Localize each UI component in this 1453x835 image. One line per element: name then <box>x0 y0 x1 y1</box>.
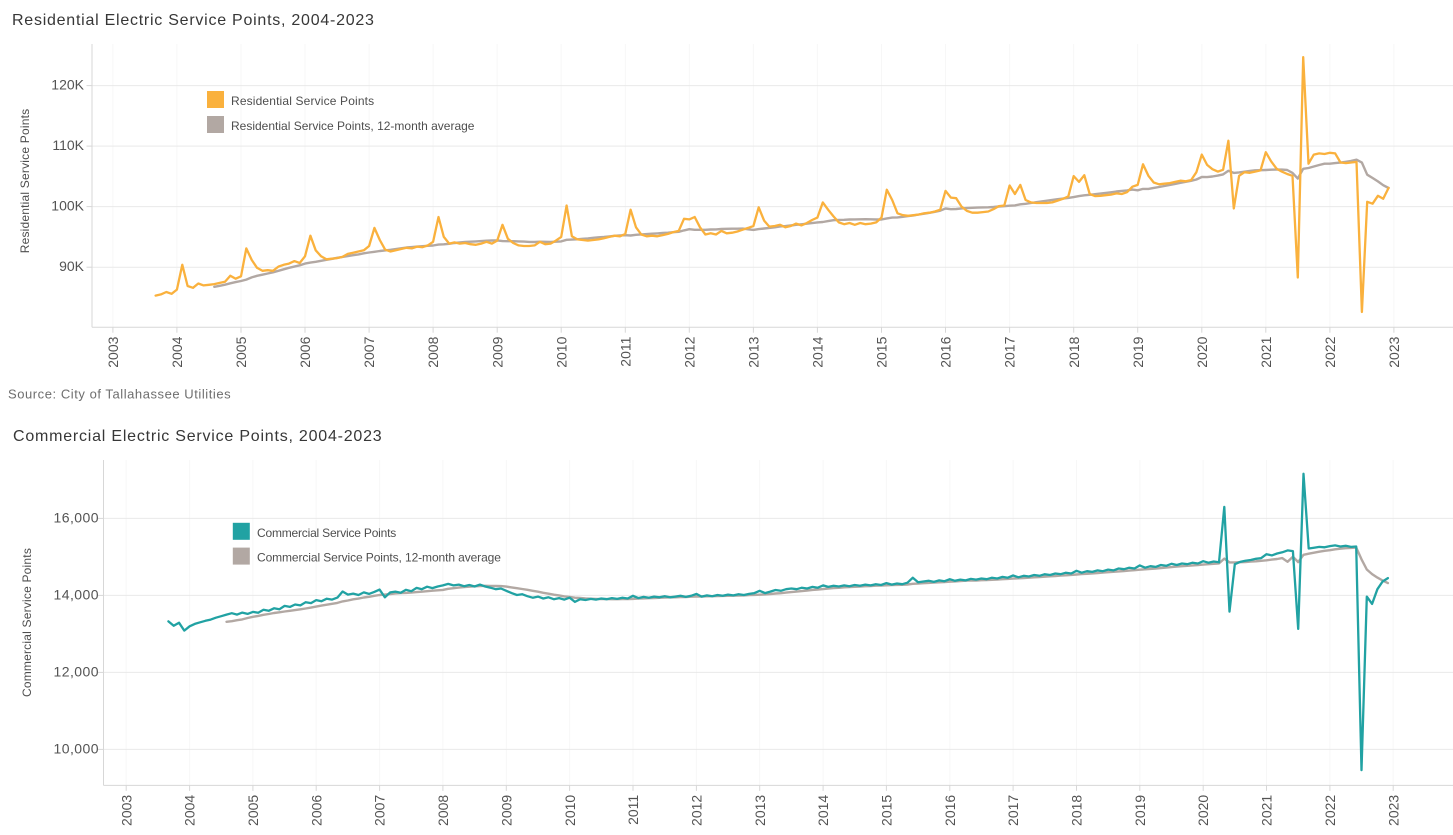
svg-text:2004: 2004 <box>182 795 198 826</box>
svg-text:2018: 2018 <box>1069 795 1085 826</box>
svg-text:2022: 2022 <box>1322 795 1338 826</box>
svg-text:2005: 2005 <box>245 795 261 826</box>
svg-text:2020: 2020 <box>1195 795 1211 826</box>
svg-text:90K: 90K <box>59 258 85 274</box>
svg-text:2017: 2017 <box>1005 795 1021 826</box>
svg-text:2016: 2016 <box>938 336 954 367</box>
svg-text:2012: 2012 <box>681 336 697 367</box>
svg-text:2005: 2005 <box>233 336 249 367</box>
svg-text:2013: 2013 <box>752 795 768 826</box>
svg-text:2013: 2013 <box>746 336 762 367</box>
svg-text:2003: 2003 <box>118 795 134 826</box>
svg-text:2003: 2003 <box>105 336 121 367</box>
svg-text:2011: 2011 <box>617 336 633 366</box>
svg-text:Commercial Service Points: Commercial Service Points <box>257 526 396 540</box>
svg-text:2008: 2008 <box>425 336 441 367</box>
svg-text:Source: City of Tallahassee Ut: Source: City of Tallahassee Utilities <box>8 387 231 402</box>
svg-text:2015: 2015 <box>874 336 890 367</box>
svg-text:2015: 2015 <box>879 795 895 826</box>
svg-text:10,000: 10,000 <box>53 740 99 756</box>
svg-text:Residential Service Points: Residential Service Points <box>18 109 32 254</box>
svg-text:2010: 2010 <box>553 336 569 367</box>
svg-text:2014: 2014 <box>810 336 826 367</box>
svg-text:2007: 2007 <box>361 336 377 367</box>
svg-text:14,000: 14,000 <box>53 586 99 602</box>
svg-text:2009: 2009 <box>489 336 505 367</box>
svg-text:2019: 2019 <box>1130 336 1146 367</box>
svg-text:2018: 2018 <box>1066 336 1082 367</box>
svg-text:Residential Electric Service P: Residential Electric Service Points, 200… <box>12 12 375 29</box>
svg-text:2008: 2008 <box>435 795 451 826</box>
svg-text:2016: 2016 <box>942 795 958 826</box>
svg-text:110K: 110K <box>52 137 84 153</box>
svg-text:2014: 2014 <box>815 795 831 826</box>
svg-text:2006: 2006 <box>297 336 313 367</box>
svg-text:2011: 2011 <box>625 795 641 825</box>
svg-text:Commercial Electric Service Po: Commercial Electric Service Points, 2004… <box>13 428 382 445</box>
svg-text:Commercial Service Points: Commercial Service Points <box>20 548 34 697</box>
svg-text:2021: 2021 <box>1258 336 1274 367</box>
svg-text:2023: 2023 <box>1385 795 1401 826</box>
svg-text:Residential Service Points, 12: Residential Service Points, 12-month ave… <box>231 119 475 133</box>
svg-text:Commercial Service Points, 12-: Commercial Service Points, 12-month aver… <box>257 551 501 565</box>
svg-text:2019: 2019 <box>1132 795 1148 826</box>
svg-text:2023: 2023 <box>1386 336 1402 367</box>
svg-text:2010: 2010 <box>562 795 578 826</box>
svg-text:12,000: 12,000 <box>53 663 99 679</box>
svg-text:2009: 2009 <box>498 795 514 826</box>
svg-text:2021: 2021 <box>1259 795 1275 826</box>
svg-text:2020: 2020 <box>1194 336 1210 367</box>
svg-text:120K: 120K <box>51 77 84 93</box>
svg-text:16,000: 16,000 <box>53 509 99 525</box>
svg-text:2004: 2004 <box>169 336 185 367</box>
svg-text:100K: 100K <box>51 198 84 214</box>
svg-text:2022: 2022 <box>1322 336 1338 367</box>
svg-text:2012: 2012 <box>689 795 705 826</box>
svg-text:Residential Service Points: Residential Service Points <box>231 94 374 108</box>
svg-text:2007: 2007 <box>372 795 388 826</box>
svg-text:2006: 2006 <box>308 795 324 826</box>
svg-text:2017: 2017 <box>1002 336 1018 367</box>
